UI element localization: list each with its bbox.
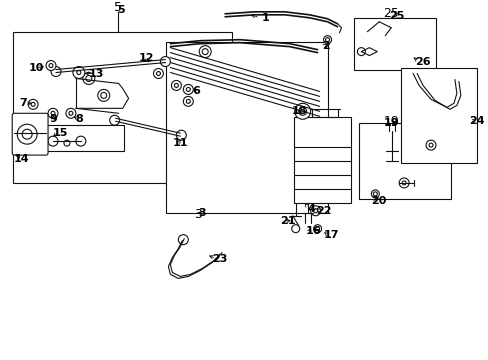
Circle shape xyxy=(199,46,211,58)
Circle shape xyxy=(46,60,56,71)
Text: 7: 7 xyxy=(19,98,27,108)
Circle shape xyxy=(76,136,86,146)
Circle shape xyxy=(69,111,73,115)
Circle shape xyxy=(325,38,329,42)
Bar xyxy=(359,123,450,199)
Text: 10: 10 xyxy=(29,63,44,72)
Text: 23: 23 xyxy=(212,253,227,264)
Text: 25: 25 xyxy=(388,11,404,21)
Circle shape xyxy=(428,143,432,147)
Circle shape xyxy=(294,103,310,119)
Circle shape xyxy=(49,64,53,68)
Bar xyxy=(293,117,351,203)
Text: 18: 18 xyxy=(291,106,306,116)
Text: 2: 2 xyxy=(322,41,330,51)
Text: 3: 3 xyxy=(198,208,205,218)
Circle shape xyxy=(51,67,61,76)
Text: 19: 19 xyxy=(383,115,398,128)
Circle shape xyxy=(28,99,38,109)
Circle shape xyxy=(323,36,331,44)
Text: 11: 11 xyxy=(172,138,187,148)
Circle shape xyxy=(186,87,190,91)
Circle shape xyxy=(101,93,106,98)
Bar xyxy=(166,42,327,213)
Circle shape xyxy=(174,84,178,87)
Text: 5: 5 xyxy=(113,1,122,14)
Circle shape xyxy=(357,48,365,55)
Text: 9: 9 xyxy=(49,114,57,124)
Circle shape xyxy=(310,206,320,216)
Text: 20: 20 xyxy=(370,196,386,206)
Text: 17: 17 xyxy=(323,230,338,240)
Text: 14: 14 xyxy=(13,154,29,164)
Bar xyxy=(400,68,476,163)
Circle shape xyxy=(86,76,92,81)
Circle shape xyxy=(73,67,84,78)
Text: 16: 16 xyxy=(305,226,321,236)
Circle shape xyxy=(153,68,163,78)
Text: 15: 15 xyxy=(53,128,68,138)
Circle shape xyxy=(178,235,188,244)
Text: 6: 6 xyxy=(192,86,200,96)
Circle shape xyxy=(315,227,319,231)
Circle shape xyxy=(48,136,58,146)
Text: 25: 25 xyxy=(383,7,398,20)
Circle shape xyxy=(313,209,317,213)
Circle shape xyxy=(171,81,181,90)
Circle shape xyxy=(370,190,379,198)
Circle shape xyxy=(372,192,377,196)
Circle shape xyxy=(109,115,120,125)
Text: 22: 22 xyxy=(315,206,330,216)
Circle shape xyxy=(398,178,408,188)
Text: 1: 1 xyxy=(262,13,269,23)
Circle shape xyxy=(183,96,193,106)
Bar xyxy=(354,18,435,69)
Circle shape xyxy=(176,130,186,140)
Bar xyxy=(39,125,123,151)
Text: 19: 19 xyxy=(383,118,398,128)
Circle shape xyxy=(183,85,193,94)
Text: 12: 12 xyxy=(138,53,154,63)
Text: 8: 8 xyxy=(75,114,82,124)
Text: 13: 13 xyxy=(89,68,104,78)
Circle shape xyxy=(401,181,406,185)
Circle shape xyxy=(82,72,95,85)
Text: 21: 21 xyxy=(279,216,295,226)
Text: 3: 3 xyxy=(194,208,202,221)
FancyBboxPatch shape xyxy=(12,113,48,155)
Text: 24: 24 xyxy=(468,116,484,126)
Circle shape xyxy=(291,225,299,233)
Circle shape xyxy=(425,140,435,150)
Circle shape xyxy=(160,57,170,67)
Circle shape xyxy=(156,72,160,76)
Circle shape xyxy=(202,49,208,55)
Text: 5: 5 xyxy=(118,5,125,15)
Circle shape xyxy=(22,129,32,139)
Circle shape xyxy=(64,140,70,146)
Circle shape xyxy=(66,108,76,118)
Bar xyxy=(13,32,232,183)
Circle shape xyxy=(77,71,81,75)
Circle shape xyxy=(51,111,55,115)
Text: 4: 4 xyxy=(307,204,315,214)
Text: 26: 26 xyxy=(414,57,430,67)
Circle shape xyxy=(17,124,37,144)
Circle shape xyxy=(298,107,306,115)
Circle shape xyxy=(313,225,321,233)
Circle shape xyxy=(48,108,58,118)
Circle shape xyxy=(31,102,35,106)
Circle shape xyxy=(98,89,109,102)
Circle shape xyxy=(186,99,190,103)
